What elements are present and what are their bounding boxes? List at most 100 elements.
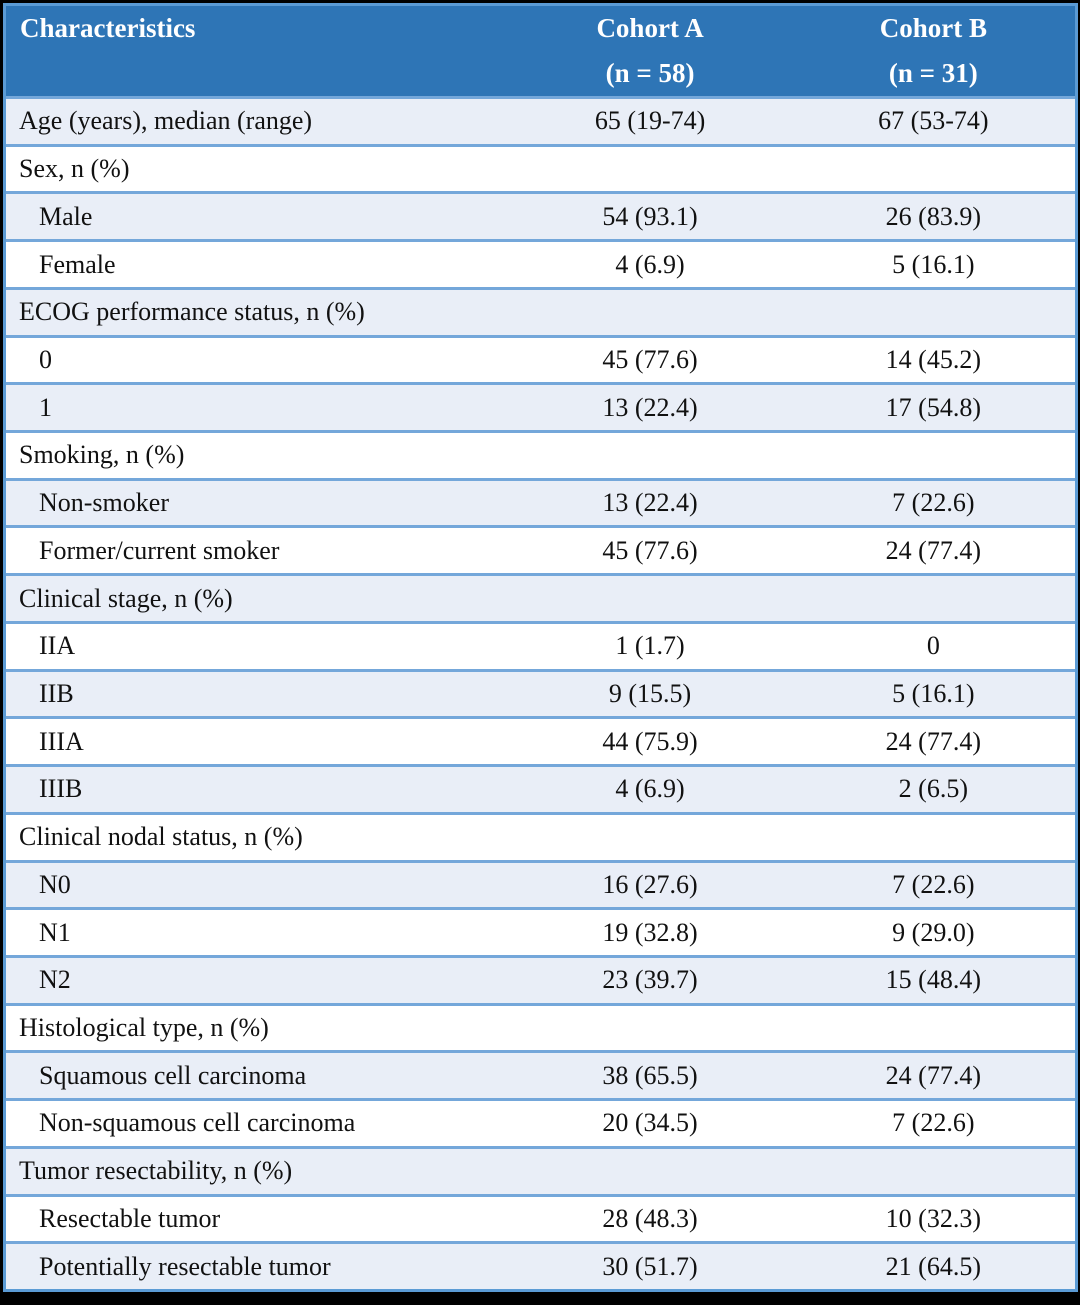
cohort-b-value: 24 (77.4)	[885, 726, 981, 756]
cohort-b-value: 2 (6.5)	[898, 774, 968, 804]
row-label: Clinical nodal status, n (%)	[19, 822, 303, 852]
cohort-b-value	[792, 433, 1075, 478]
cohort-b-value: 7 (22.6)	[892, 488, 975, 518]
cohort-a-value: 9 (15.5)	[608, 678, 692, 708]
row-label: Male	[39, 201, 93, 231]
cohort-a-value: 44 (75.9)	[602, 726, 698, 756]
table-row: Tumor resectability, n (%)	[6, 1145, 1075, 1194]
row-label: Resectable tumor	[39, 1203, 221, 1233]
row-label: Former/current smoker	[39, 535, 280, 565]
cohort-a-value: 38 (65.5)	[602, 1060, 698, 1090]
table-row: Clinical stage, n (%)	[6, 573, 1075, 621]
table-row: ECOG performance status, n (%)	[6, 286, 1075, 335]
row-label: Smoking, n (%)	[19, 440, 185, 470]
table-row: Age (years), median (range) 65 (19-74) 67 …	[6, 96, 1075, 144]
cohort-b-value	[792, 147, 1075, 192]
header-sublabel	[20, 51, 508, 96]
row-label: IIB	[39, 678, 74, 708]
row-label: 1	[39, 392, 52, 422]
header-label: Characteristics	[20, 13, 196, 43]
row-label: Squamous cell carcinoma	[39, 1060, 307, 1090]
table-row: Sex, n (%)	[6, 143, 1075, 192]
cohort-b-value: 24 (77.4)	[885, 1060, 981, 1090]
row-label: Potentially resectable tumor	[39, 1251, 331, 1281]
cohort-b-value: 7 (22.6)	[892, 869, 975, 899]
row-label: N1	[39, 917, 71, 947]
cohort-a-value	[508, 1006, 791, 1051]
row-label: N0	[39, 869, 71, 899]
row-label: IIIA	[39, 726, 84, 756]
cohort-b-value	[792, 815, 1075, 860]
cohort-b-value	[792, 576, 1075, 621]
header-cell-cohort-b: Cohort B (n = 31)	[792, 6, 1075, 96]
cohort-b-value: 9 (29.0)	[892, 917, 975, 947]
cohort-b-value: 5 (16.1)	[892, 678, 975, 708]
table-header-row: Characteristics Cohort A (n = 58) Cohort…	[6, 6, 1075, 96]
header-label: Cohort B	[879, 13, 987, 43]
row-label: Clinical stage, n (%)	[19, 583, 233, 613]
table-row: Squamous cell carcinoma 38 (65.5) 24 (77.4…	[6, 1050, 1075, 1099]
cohort-b-value: 21 (64.5)	[885, 1251, 981, 1281]
cohort-b-value	[792, 1006, 1075, 1051]
cohort-b-value: 17 (54.8)	[885, 392, 981, 422]
row-label: IIIB	[39, 774, 83, 804]
cohort-a-value: 13 (22.4)	[602, 392, 698, 422]
cohort-a-value	[508, 815, 791, 860]
cohort-a-value	[508, 147, 791, 192]
header-label: Cohort A	[596, 13, 704, 43]
table-row: 0 45 (77.6) 14 (45.2)	[6, 334, 1075, 383]
row-label: Female	[39, 249, 116, 279]
table-row: Potentially resectable tumor 30 (51.7) 21 …	[6, 1241, 1075, 1289]
table-row: 1 13 (22.4) 17 (54.8)	[6, 382, 1075, 431]
table-row: Non-squamous cell carcinoma 20 (34.5) 7 (2…	[6, 1098, 1075, 1146]
cohort-b-value: 0	[926, 631, 940, 661]
cohort-b-value: 7 (22.6)	[892, 1108, 975, 1138]
table-row: Female 4 (6.9) 5 (16.1)	[6, 239, 1075, 287]
cohort-b-value: 67 (53-74)	[878, 106, 989, 136]
table-row: IIA 1 (1.7) 0	[6, 620, 1075, 669]
cohort-a-value	[508, 1149, 791, 1194]
row-label: Age (years), median (range)	[19, 106, 313, 136]
table-row: N2 23 (39.7) 15 (48.4)	[6, 954, 1075, 1003]
row-label: Non-smoker	[39, 488, 169, 518]
table-row: IIIA 44 (75.9) 24 (77.4)	[6, 716, 1075, 765]
table-row: Histological type, n (%)	[6, 1002, 1075, 1051]
row-label: 0	[39, 344, 52, 374]
cohort-a-value: 1 (1.7)	[615, 631, 685, 661]
table-row: N1 19 (32.8) 9 (29.0)	[6, 907, 1075, 955]
table-row: Smoking, n (%)	[6, 430, 1075, 478]
table-row: IIIB 4 (6.9) 2 (6.5)	[6, 764, 1075, 812]
cohort-a-value: 23 (39.7)	[602, 965, 698, 995]
cohort-b-value: 14 (45.2)	[885, 344, 981, 374]
table-row: Resectable tumor 28 (48.3) 10 (32.3)	[6, 1193, 1075, 1242]
table-row: Clinical nodal status, n (%)	[6, 811, 1075, 860]
cohort-b-value: 5 (16.1)	[892, 249, 975, 279]
table-row: Non-smoker 13 (22.4) 7 (22.6)	[6, 477, 1075, 526]
cohort-a-value: 54 (93.1)	[602, 201, 698, 231]
cohort-a-value: 16 (27.6)	[602, 869, 698, 899]
row-label: Sex, n (%)	[19, 154, 130, 184]
cohort-b-value: 24 (77.4)	[885, 535, 981, 565]
cohort-b-value: 15 (48.4)	[885, 965, 981, 995]
row-label: N2	[39, 965, 71, 995]
row-label: Non-squamous cell carcinoma	[39, 1108, 356, 1138]
cohort-b-value: 10 (32.3)	[885, 1203, 981, 1233]
row-label: IIA	[39, 631, 76, 661]
cohort-a-value: 28 (48.3)	[602, 1203, 698, 1233]
cohort-a-value: 4 (6.9)	[615, 774, 685, 804]
cohort-a-value	[508, 290, 791, 335]
table-row: Former/current smoker 45 (77.6) 24 (77.4)	[6, 525, 1075, 574]
header-sublabel: (n = 58)	[605, 58, 695, 88]
header-cell-characteristics: Characteristics	[6, 6, 508, 96]
row-label: ECOG performance status, n (%)	[19, 297, 365, 327]
cohort-a-value	[508, 576, 791, 621]
cohort-a-value: 65 (19-74)	[594, 106, 706, 136]
cohort-b-value: 26 (83.9)	[885, 201, 981, 231]
cohort-a-value	[508, 433, 791, 478]
cohort-b-value	[792, 290, 1075, 335]
cohort-a-value: 13 (22.4)	[602, 488, 698, 518]
row-label: Tumor resectability, n (%)	[19, 1156, 293, 1186]
cohort-b-value	[792, 1149, 1075, 1194]
characteristics-table: Characteristics Cohort A (n = 58) Cohort…	[3, 3, 1078, 1292]
table-row: IIB 9 (15.5) 5 (16.1)	[6, 668, 1075, 717]
